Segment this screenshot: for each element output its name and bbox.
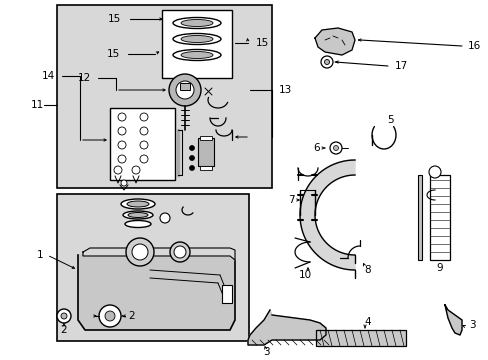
Text: 15: 15 (256, 38, 269, 48)
Text: 4: 4 (364, 317, 370, 327)
Circle shape (118, 127, 126, 135)
Bar (222, 285, 231, 303)
Bar (57, 5, 271, 188)
Circle shape (61, 313, 67, 319)
Text: 8: 8 (364, 265, 370, 275)
Polygon shape (314, 28, 354, 55)
Circle shape (189, 145, 194, 150)
Text: 5: 5 (386, 115, 392, 125)
Text: 3: 3 (468, 320, 475, 330)
Circle shape (140, 127, 148, 135)
Ellipse shape (181, 51, 213, 59)
Polygon shape (247, 310, 325, 345)
Circle shape (329, 142, 341, 154)
Bar (180, 83, 190, 90)
Text: 12: 12 (78, 73, 91, 83)
Circle shape (140, 113, 148, 121)
Text: 14: 14 (41, 71, 55, 81)
Circle shape (174, 246, 185, 258)
Ellipse shape (125, 220, 151, 228)
Circle shape (428, 166, 440, 178)
Polygon shape (83, 248, 235, 260)
Circle shape (132, 166, 140, 174)
Ellipse shape (121, 199, 155, 209)
Ellipse shape (181, 19, 213, 27)
Circle shape (324, 59, 329, 64)
Circle shape (118, 113, 126, 121)
Text: 7: 7 (288, 195, 294, 205)
Circle shape (99, 305, 121, 327)
Circle shape (176, 81, 194, 99)
Ellipse shape (173, 33, 221, 45)
Text: 10: 10 (298, 270, 311, 280)
Ellipse shape (173, 49, 221, 60)
Bar (200, 166, 212, 170)
Circle shape (169, 74, 201, 106)
Ellipse shape (173, 18, 221, 28)
Circle shape (126, 238, 154, 266)
Text: 11: 11 (31, 100, 44, 110)
Text: 15: 15 (107, 14, 121, 24)
Bar (110, 108, 175, 180)
Ellipse shape (181, 36, 213, 42)
Circle shape (189, 156, 194, 161)
Circle shape (160, 213, 170, 223)
Circle shape (114, 166, 122, 174)
Bar (429, 175, 449, 260)
Text: 15: 15 (106, 49, 120, 59)
Polygon shape (444, 305, 461, 335)
Text: 9: 9 (436, 263, 443, 273)
Circle shape (140, 155, 148, 163)
Text: 2: 2 (61, 325, 67, 335)
Circle shape (105, 311, 115, 321)
Polygon shape (300, 160, 354, 270)
Bar (417, 175, 421, 260)
Text: 1: 1 (36, 250, 43, 260)
Text: 16: 16 (467, 41, 480, 51)
Bar (198, 138, 214, 166)
Circle shape (132, 244, 148, 260)
Circle shape (57, 309, 71, 323)
Circle shape (118, 155, 126, 163)
Polygon shape (78, 250, 235, 330)
Text: 6: 6 (313, 143, 319, 153)
Ellipse shape (123, 211, 153, 219)
Circle shape (320, 56, 332, 68)
Circle shape (333, 145, 338, 150)
Circle shape (121, 180, 127, 186)
Circle shape (118, 141, 126, 149)
Circle shape (140, 141, 148, 149)
Ellipse shape (127, 201, 149, 207)
Text: 2: 2 (128, 311, 134, 321)
Text: 17: 17 (394, 61, 407, 71)
Bar (57, 194, 248, 341)
Text: 13: 13 (279, 85, 292, 95)
Bar (162, 10, 231, 78)
Circle shape (189, 166, 194, 171)
Bar (315, 330, 405, 346)
Circle shape (170, 242, 190, 262)
Bar (200, 136, 212, 140)
Ellipse shape (128, 212, 148, 217)
Text: 3: 3 (262, 347, 269, 357)
